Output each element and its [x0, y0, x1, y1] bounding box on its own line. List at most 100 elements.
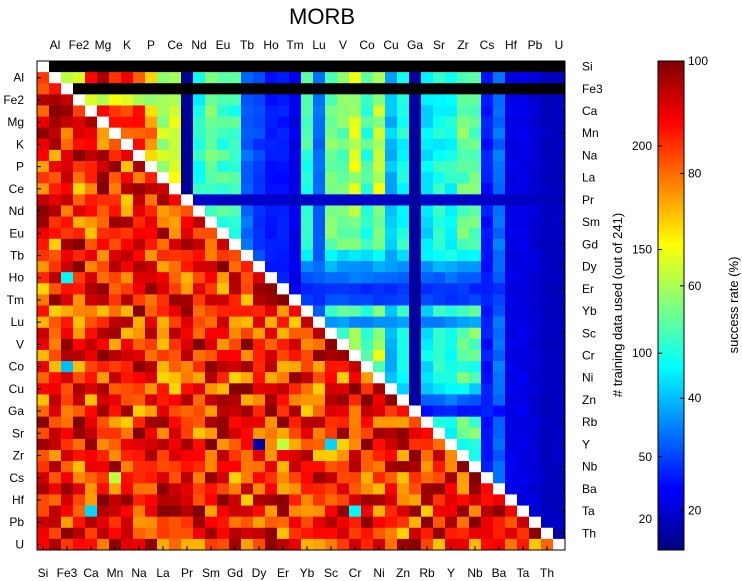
success-rate-cell — [97, 494, 110, 506]
training-count-cell — [361, 94, 374, 106]
training-count-cell — [541, 283, 554, 295]
training-count-cell — [277, 138, 290, 151]
success-rate-cell — [181, 505, 194, 518]
success-rate-cell — [253, 427, 266, 440]
training-count-cell — [481, 105, 494, 117]
training-count-cell — [541, 205, 554, 217]
training-count-cell — [193, 183, 206, 195]
training-count-cell — [133, 83, 146, 95]
training-count-cell — [313, 194, 326, 206]
training-count-cell — [529, 116, 542, 129]
success-rate-cell — [37, 227, 50, 240]
training-count-cell — [421, 72, 434, 84]
success-rate-cell — [133, 527, 146, 540]
success-rate-cell — [397, 472, 410, 484]
success-rate-cell — [313, 494, 326, 506]
success-rate-cell — [373, 483, 386, 495]
success-rate-cell — [145, 316, 158, 329]
training-count-cell — [373, 161, 386, 173]
training-count-cell — [157, 94, 170, 106]
training-count-cell — [457, 149, 470, 162]
success-rate-cell — [205, 405, 218, 417]
success-rate-cell — [109, 394, 122, 406]
success-rate-cell — [85, 116, 98, 129]
success-rate-cell — [121, 283, 134, 295]
colorbar-left-tick-label: 50 — [639, 450, 653, 464]
top-tick-label: Ce — [167, 38, 183, 52]
success-rate-cell — [181, 238, 194, 251]
success-rate-cell — [301, 372, 314, 384]
success-rate-cell — [457, 538, 470, 551]
training-count-cell — [349, 172, 362, 184]
success-rate-cell — [217, 372, 230, 384]
training-count-cell — [553, 494, 566, 506]
success-rate-cell — [73, 327, 86, 340]
colorbar-right-tick-label: 20 — [688, 504, 702, 518]
training-count-cell — [481, 61, 494, 73]
training-count-cell — [493, 105, 506, 117]
success-rate-cell — [61, 294, 74, 306]
success-rate-cell — [325, 338, 338, 351]
success-rate-cell — [385, 494, 398, 506]
training-count-cell — [349, 238, 362, 251]
training-count-cell — [505, 149, 518, 162]
training-count-cell — [469, 427, 482, 440]
left-tick-label: Pb — [9, 515, 24, 529]
success-rate-cell — [49, 216, 62, 229]
success-rate-cell — [433, 494, 446, 506]
success-rate-cell — [97, 349, 110, 362]
success-rate-cell — [145, 172, 158, 184]
success-rate-cell — [109, 216, 122, 229]
success-rate-cell — [133, 172, 146, 184]
success-rate-cell — [421, 527, 434, 540]
training-count-cell — [445, 83, 458, 95]
training-count-cell — [409, 138, 422, 151]
success-rate-cell — [133, 438, 146, 451]
success-rate-cell — [373, 472, 386, 484]
training-count-cell — [469, 94, 482, 106]
success-rate-cell — [265, 283, 278, 295]
success-rate-cell — [301, 527, 314, 540]
training-count-cell — [349, 283, 362, 295]
success-rate-cell — [349, 438, 362, 451]
training-count-cell — [397, 105, 410, 117]
success-rate-cell — [313, 538, 326, 551]
training-count-cell — [517, 449, 530, 462]
success-rate-cell — [241, 449, 254, 462]
training-count-cell — [337, 249, 350, 262]
training-count-cell — [133, 61, 146, 73]
left-tick-label: Tb — [10, 249, 24, 263]
training-count-cell — [553, 227, 566, 240]
training-count-cell — [241, 127, 254, 140]
success-rate-cell — [385, 394, 398, 406]
training-count-cell — [517, 83, 530, 95]
success-rate-cell — [169, 305, 182, 317]
training-count-cell — [469, 127, 482, 140]
training-count-cell — [445, 194, 458, 206]
success-rate-cell — [277, 538, 290, 551]
success-rate-cell — [229, 305, 242, 317]
training-count-cell — [445, 127, 458, 140]
training-count-cell — [433, 272, 446, 284]
training-count-cell — [205, 172, 218, 184]
success-rate-cell — [121, 427, 134, 440]
success-rate-cell — [169, 438, 182, 451]
success-rate-cell — [61, 138, 74, 151]
diagonal-cell — [241, 249, 254, 262]
success-rate-cell — [241, 294, 254, 306]
success-rate-cell — [109, 449, 122, 462]
success-rate-cell — [37, 105, 50, 117]
training-count-cell — [349, 305, 362, 317]
success-rate-cell — [385, 516, 398, 529]
success-rate-cell — [373, 405, 386, 417]
training-count-cell — [229, 94, 242, 106]
training-count-cell — [469, 83, 482, 95]
success-rate-cell — [253, 438, 266, 451]
success-rate-cell — [421, 538, 434, 551]
training-count-cell — [217, 172, 230, 184]
training-count-cell — [541, 227, 554, 240]
diagonal-cell — [397, 394, 410, 406]
success-rate-cell — [325, 372, 338, 384]
success-rate-cell — [229, 483, 242, 495]
diagonal-cell — [97, 116, 110, 129]
